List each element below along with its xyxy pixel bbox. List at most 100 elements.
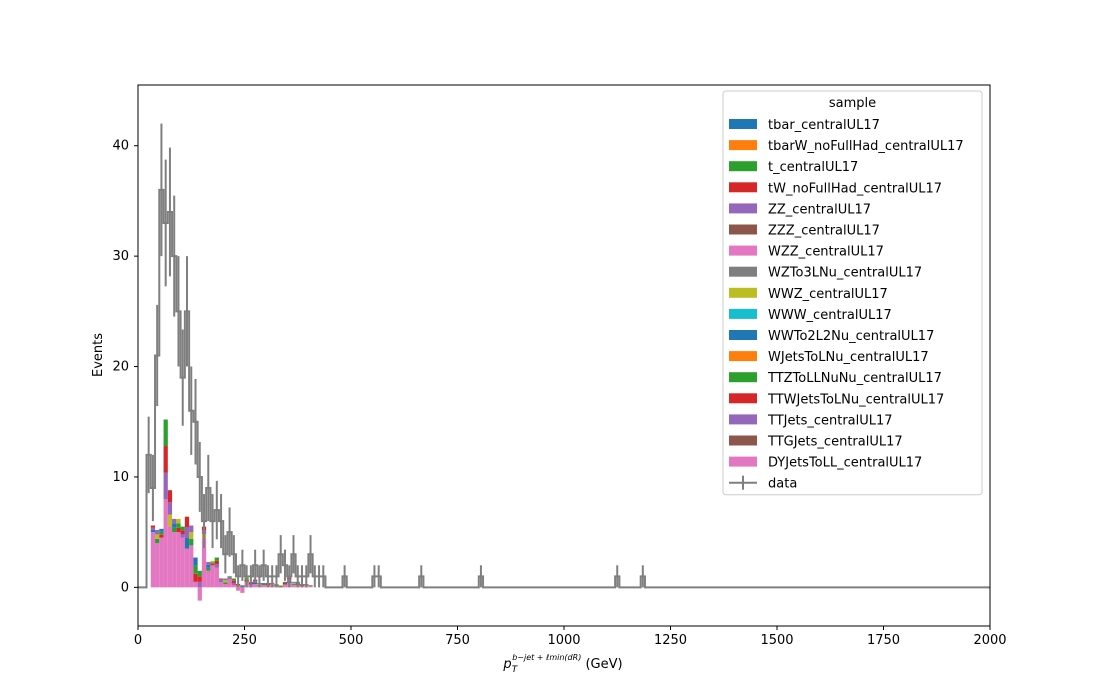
stack-bar-dy	[240, 587, 245, 593]
stack-bar-segment	[197, 576, 202, 582]
x-axis-label-unit: (GeV)	[581, 657, 622, 672]
x-tick-label: 250	[232, 633, 257, 648]
legend-label: WZTo3LNu_centralUL17	[768, 266, 922, 281]
stack-bar-segment	[159, 531, 164, 535]
legend-label: WWZ_centralUL17	[768, 287, 888, 302]
legend-items: tbar_centralUL17 tbarW_noFullHad_centralU…	[729, 118, 964, 492]
legend-swatch	[729, 456, 757, 467]
stack-bar-segment	[184, 527, 190, 539]
stack-bar-segment	[210, 560, 215, 563]
stack-bar-segment	[214, 557, 219, 561]
stack-bar-dy	[172, 532, 177, 588]
stack-bar-segment	[278, 585, 283, 587]
stack-bar-segment	[231, 582, 236, 586]
legend-swatch	[729, 287, 757, 298]
legend: sample tbar_centralUL17 tbarW_noFullHad_c…	[722, 90, 983, 496]
legend-label: ZZ_centralUL17	[768, 202, 871, 217]
stack-bar-segment	[253, 582, 258, 585]
stack-bar-segment	[155, 538, 160, 544]
stack-bar-dy	[197, 587, 202, 601]
stack-bar-segment	[155, 529, 160, 535]
x-tick-label: 500	[339, 633, 364, 648]
stack-bar-dy	[180, 537, 185, 588]
legend-label: tbar_centralUL17	[768, 118, 880, 133]
stack-bar-dy	[193, 581, 198, 588]
legend-label: t_centralUL17	[768, 160, 858, 175]
y-axis-label: Events	[91, 333, 106, 377]
stack-bar-dy	[184, 548, 190, 588]
stack-bar-segment	[206, 567, 211, 571]
stack-bar-segment	[261, 584, 266, 586]
x-tick-label: 1750	[867, 633, 900, 648]
stack-bar-segment	[231, 578, 236, 581]
stack-bar-segment	[223, 582, 228, 585]
legend-label: TTJets_centralUL17	[767, 413, 893, 428]
legend-label: TTGJets_centralUL17	[767, 435, 903, 450]
legend-swatch	[729, 161, 757, 172]
legend-swatch	[729, 140, 757, 151]
stack-bar-segment	[291, 584, 296, 586]
stack-bar-segment	[218, 580, 224, 582]
y-tick-label: 30	[112, 249, 129, 264]
stack-bar-dy	[253, 584, 258, 588]
legend-box	[722, 90, 983, 496]
stack-bar-dy	[163, 499, 168, 588]
stack-bar-dy	[189, 545, 194, 588]
legend-label: WZZ_centralUL17	[768, 245, 884, 260]
x-axis-label-sub: T	[512, 665, 519, 675]
x-axis-ticks: 0 250 500 750 1000 1250 1500 1750 2000	[134, 626, 1007, 648]
stack-bar-dy	[155, 543, 160, 588]
stack-bar-segment	[159, 528, 164, 532]
stack-bar-segment	[167, 502, 173, 515]
stack-bar-segment	[189, 525, 194, 533]
stack-bar-segment	[227, 576, 232, 578]
stack-bar-segment	[210, 562, 215, 564]
stack-bar-segment	[218, 578, 224, 580]
stack-bar-segment	[278, 586, 283, 588]
stack-bar-segment	[172, 523, 177, 528]
stack-bar-segment	[176, 518, 181, 524]
stack-bar-segment	[193, 573, 198, 582]
stack-bar-dy	[308, 586, 313, 588]
y-tick-label: 20	[112, 360, 129, 375]
stack-bar-segment	[214, 564, 219, 568]
stack-bar-segment	[197, 570, 202, 577]
stack-bar-segment	[167, 490, 173, 503]
stack-bar-segment	[189, 532, 194, 539]
stack-bar-dy	[210, 565, 215, 588]
stack-bar-segment	[291, 581, 296, 583]
x-tick-label: 1250	[654, 633, 687, 648]
stack-bar-dy	[206, 570, 211, 588]
stack-bar-segment	[214, 560, 219, 565]
stack-bar-dy	[231, 585, 236, 588]
stack-bar-segment	[163, 419, 168, 447]
stack-bar-segment	[218, 579, 224, 581]
stack-bar-dy	[235, 587, 241, 591]
x-tick-label: 1000	[547, 633, 580, 648]
stack-bar-segment	[240, 585, 245, 587]
legend-swatch	[729, 119, 757, 129]
legend-swatch	[729, 266, 757, 277]
legend-label: TTWJetsToLNu_centralUL17	[767, 392, 944, 407]
y-tick-label: 40	[112, 139, 129, 154]
stack-bar-segment	[176, 523, 181, 528]
stack-bar-segment	[291, 582, 296, 585]
legend-swatch	[729, 308, 757, 319]
legend-swatch	[729, 414, 757, 425]
legend-swatch	[729, 372, 757, 383]
stack-bar-segment	[150, 527, 156, 530]
legend-swatch	[729, 203, 757, 214]
legend-swatch	[729, 330, 757, 340]
stack-bar-dy	[282, 585, 288, 588]
stack-bar-segment	[261, 583, 266, 585]
x-axis-label-main: p	[502, 657, 511, 672]
stack-bar-segment	[253, 581, 258, 583]
stack-bar-segment	[193, 557, 198, 566]
stack-bar-segment	[240, 585, 245, 586]
stack-bar-segment	[210, 563, 215, 566]
legend-label: tbarW_noFullHad_centralUL17	[768, 139, 964, 154]
legend-swatch	[729, 435, 757, 446]
stack-bar-segment	[278, 585, 283, 586]
stack-bar-segment	[261, 582, 266, 584]
